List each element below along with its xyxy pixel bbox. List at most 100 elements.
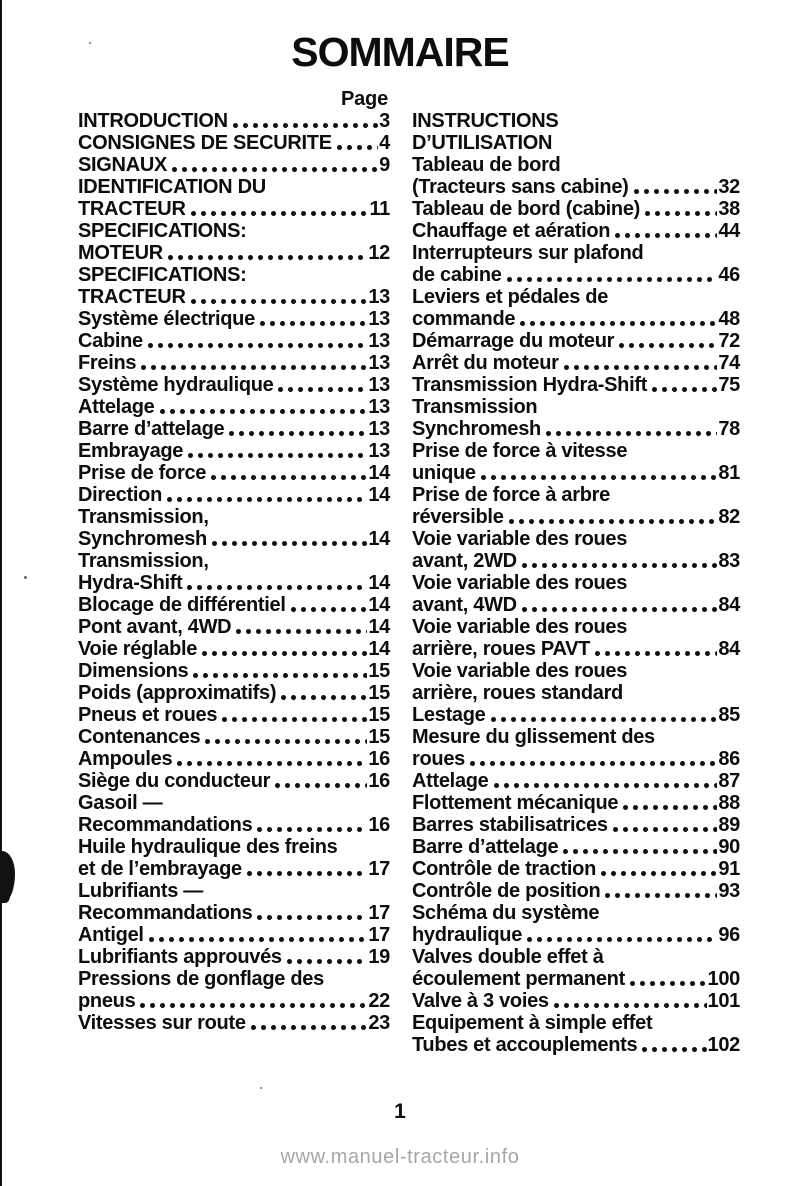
- toc-entry-line: arrière, roues standard: [412, 682, 740, 704]
- toc-entry-line: IDENTIFICATION DU: [78, 176, 390, 198]
- toc-label: Voie variable des roues: [412, 616, 628, 638]
- toc-label: Transmission: [412, 396, 538, 418]
- page-column-header: Page: [340, 88, 388, 110]
- toc-entry-line: TRACTEUR 11: [78, 198, 390, 220]
- toc-entry-line: Contrôle de position 93: [412, 880, 740, 902]
- dot-leader: [147, 343, 368, 348]
- toc-entry-line: SPECIFICATIONS:: [78, 264, 390, 286]
- toc-page-number: 81: [718, 462, 740, 484]
- toc-entry-line: D’UTILISATION: [412, 132, 740, 154]
- toc-page-number: 96: [718, 924, 740, 946]
- scan-speck: [89, 42, 91, 44]
- toc-label: Tubes et accouplements: [412, 1034, 638, 1056]
- toc-label: Dimensions: [78, 660, 189, 682]
- toc-entry-line: Cabine 13: [78, 330, 390, 352]
- toc-label: INSTRUCTIONS: [412, 110, 559, 132]
- dot-leader: [205, 739, 368, 744]
- toc-page-number: 15: [368, 660, 390, 682]
- toc-page-number: 38: [718, 198, 740, 220]
- toc-page-number: 85: [718, 704, 740, 726]
- toc-entry-line: Interrupteurs sur plafond: [412, 242, 740, 264]
- dot-leader: [601, 871, 718, 876]
- toc-label: SPECIFICATIONS:: [78, 264, 247, 286]
- toc-page-number: 16: [368, 748, 390, 770]
- toc-label: Lubrifiants approuvés: [78, 946, 282, 968]
- toc-label: réversible: [412, 506, 504, 528]
- toc-entry-line: INTRODUCTION 3: [78, 110, 390, 132]
- toc-page-number: 100: [707, 968, 741, 990]
- toc-page-number: 14: [368, 528, 390, 550]
- toc-entry-line: Leviers et pédales de: [412, 286, 740, 308]
- toc-page-number: 16: [368, 814, 390, 836]
- toc-page-number: 87: [718, 770, 740, 792]
- toc-entry-line: arrière, roues PAVT 84: [412, 638, 740, 660]
- toc-entry-line: CONSIGNES DE SECURITE 4: [78, 132, 390, 154]
- dot-leader: [623, 805, 718, 810]
- dot-leader: [232, 123, 379, 128]
- toc-entry-line: Attelage 13: [78, 396, 390, 418]
- dot-leader: [545, 431, 718, 436]
- toc-page-number: 72: [718, 330, 740, 352]
- toc-label: SIGNAUX: [78, 154, 168, 176]
- dot-leader: [202, 651, 368, 656]
- table-of-contents: Page INTRODUCTION 3 CONSIGNES DE SECURITE 4…: [78, 88, 740, 1056]
- dot-leader: [615, 233, 718, 238]
- scan-speck: [24, 576, 27, 579]
- toc-entry-line: INSTRUCTIONS: [412, 110, 740, 132]
- dot-leader: [469, 761, 718, 766]
- toc-label: arrière, roues PAVT: [412, 638, 591, 660]
- toc-entry-line: Lubrifiants —: [78, 880, 390, 902]
- dot-leader: [159, 409, 368, 414]
- toc-page-number: 17: [368, 902, 390, 924]
- toc-entry-line: Equipement à simple effet: [412, 1012, 740, 1034]
- toc-label: Cabine: [78, 330, 143, 352]
- scan-speck: [260, 1087, 262, 1089]
- toc-label: avant, 4WD: [412, 594, 517, 616]
- toc-entry-line: écoulement permanent 100: [412, 968, 740, 990]
- dot-leader: [290, 607, 368, 612]
- dot-leader: [257, 827, 368, 832]
- toc-label: Tableau de bord (cabine): [412, 198, 641, 220]
- toc-entry-line: Poids (approximatifs) 15: [78, 682, 390, 704]
- toc-entry-line: Voie variable des roues: [412, 572, 740, 594]
- toc-entry-line: Système hydraulique 13: [78, 374, 390, 396]
- toc-entry-line: Blocage de différentiel 14: [78, 594, 390, 616]
- dot-leader: [193, 673, 368, 678]
- toc-page-number: 102: [707, 1034, 741, 1056]
- toc-entry-line: Flottement mécanique 88: [412, 792, 740, 814]
- dot-leader: [619, 343, 718, 348]
- toc-entry-line: Siège du conducteur 16: [78, 770, 390, 792]
- toc-label: Attelage: [412, 770, 489, 792]
- dot-leader: [521, 607, 718, 612]
- toc-entry-line: Tableau de bord (cabine) 38: [412, 198, 740, 220]
- toc-page-number: 84: [718, 594, 740, 616]
- toc-label: Flottement mécanique: [412, 792, 619, 814]
- toc-entry-line: Vitesses sur route 23: [78, 1012, 390, 1034]
- toc-page-number: 13: [368, 330, 390, 352]
- toc-entry-line: Voie variable des roues: [412, 616, 740, 638]
- toc-label: Recommandations: [78, 902, 253, 924]
- toc-label: et de l’embrayage: [78, 858, 242, 880]
- toc-label: Pneus et roues: [78, 704, 218, 726]
- toc-entry-line: Transmission,: [78, 506, 390, 528]
- toc-entry-line: Chauffage et aération 44: [412, 220, 740, 242]
- toc-page-number: 101: [707, 990, 741, 1012]
- toc-entry-line: Huile hydraulique des freins: [78, 836, 390, 858]
- toc-label: Pressions de gonflage des: [78, 968, 324, 990]
- toc-entry-line: Démarrage du moteur 72: [412, 330, 740, 352]
- scan-edge-artifact: [0, 0, 2, 1186]
- toc-page-number: 14: [368, 638, 390, 660]
- toc-entry-line: Synchromesh 78: [412, 418, 740, 440]
- toc-label: Démarrage du moteur: [412, 330, 615, 352]
- toc-page-number: 11: [369, 198, 390, 220]
- toc-entry-line: Voie variable des roues: [412, 660, 740, 682]
- toc-page-number: 78: [718, 418, 740, 440]
- toc-label: Recommandations: [78, 814, 253, 836]
- toc-label: Lestage: [412, 704, 486, 726]
- dot-leader: [629, 981, 707, 986]
- toc-entry-line: Barre d’attelage 90: [412, 836, 740, 858]
- dot-leader: [236, 629, 368, 634]
- toc-label: Antigel: [78, 924, 144, 946]
- toc-label: SPECIFICATIONS:: [78, 220, 247, 242]
- toc-label: Synchromesh: [78, 528, 207, 550]
